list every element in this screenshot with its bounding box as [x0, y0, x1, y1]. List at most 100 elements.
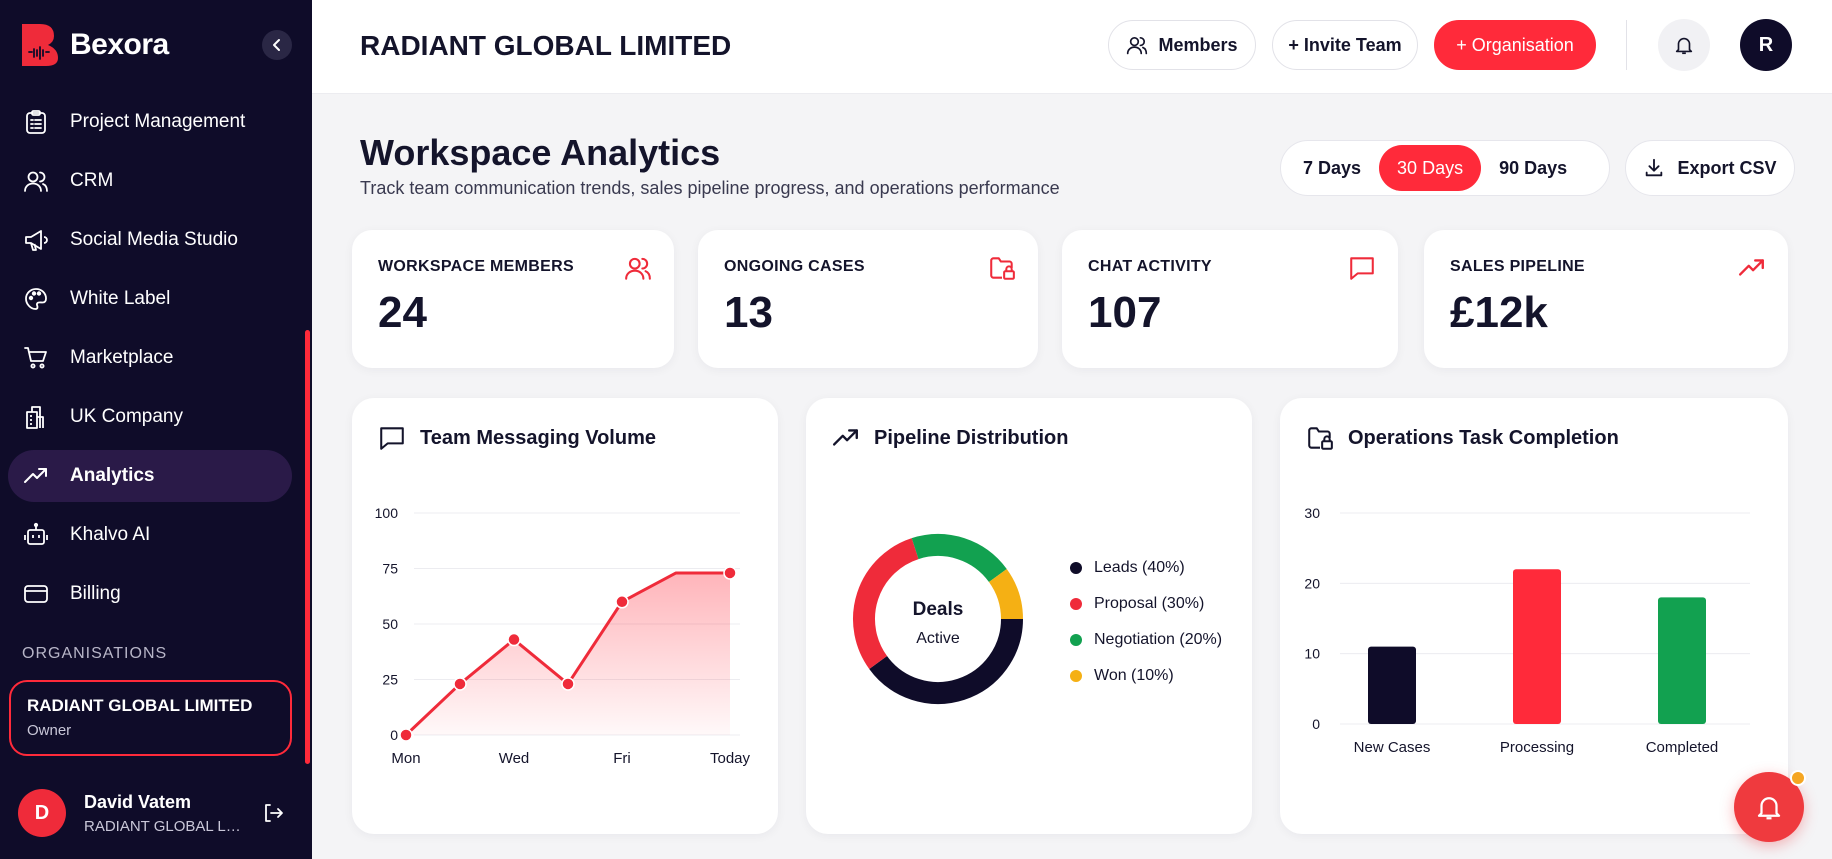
sidebar-scrollbar[interactable] [305, 330, 310, 764]
sidebar-item-label: Marketplace [70, 347, 174, 368]
chart-card-team-messaging-volume: 0 25 50 75 100 Mon Wed Fri Today Team Messaging … [352, 398, 778, 834]
message-icon [1350, 257, 1374, 280]
donut-slice [853, 538, 919, 669]
logout-icon [265, 804, 283, 822]
range-30-days-button[interactable]: 30 Days [1379, 145, 1482, 191]
users-icon [1127, 36, 1148, 55]
sidebar-item-white-label[interactable]: White Label [8, 273, 292, 325]
sidebar-item-label: Project Management [70, 111, 246, 132]
pipeline-legend: Leads (40%) Proposal (30%) Negotiation (… [1070, 550, 1222, 694]
legend-label: Proposal (30%) [1094, 595, 1205, 612]
sidebar-item-analytics[interactable]: Analytics [8, 450, 292, 502]
trending-up-icon [1738, 259, 1764, 276]
user-avatar[interactable]: D [18, 789, 66, 837]
export-csv-label: Export CSV [1677, 157, 1777, 178]
bar [1658, 597, 1706, 724]
y-tick-label: 25 [382, 672, 398, 688]
trending-up-icon [832, 429, 858, 446]
organisation-role: Owner [27, 722, 72, 739]
company-title: RADIANT GLOBAL LIMITED [360, 30, 732, 61]
add-organisation-button[interactable]: + Organisation [1434, 20, 1596, 70]
legend-label: Won (10%) [1094, 667, 1174, 684]
add-organisation-label: + Organisation [1456, 34, 1574, 55]
bar [1513, 569, 1561, 724]
sidebar-item-label: Analytics [70, 465, 155, 486]
stat-label: CHAT ACTIVITY [1088, 258, 1212, 275]
logout-button[interactable] [258, 798, 288, 828]
stat-label: WORKSPACE MEMBERS [378, 258, 574, 275]
legend-label: Leads (40%) [1094, 559, 1185, 576]
sidebar-item-project-management[interactable]: Project Management [8, 96, 292, 148]
chart-card-pipeline-distribution: Deals Active Pipeline Distribution Leads … [806, 398, 1252, 834]
stat-card-chat-activity: CHAT ACTIVITY 107 [1062, 230, 1398, 368]
x-tick-label: Mon [391, 750, 420, 767]
notification-dot [1790, 770, 1806, 786]
data-point [399, 728, 413, 742]
sidebar-item-khalvo-ai[interactable]: Khalvo AI [8, 509, 292, 561]
legend-label: Negotiation (20%) [1094, 631, 1223, 648]
brand[interactable]: Bexora [20, 22, 169, 68]
folder-lock-icon [990, 257, 1015, 280]
sidebar-item-label: White Label [70, 288, 171, 309]
legend-swatch [1070, 670, 1082, 682]
topbar-divider [1626, 20, 1627, 70]
data-point [723, 566, 737, 580]
sidebar-item-marketplace[interactable]: Marketplace [8, 332, 292, 384]
data-point [615, 595, 629, 609]
sidebar-item-crm[interactable]: CRM [8, 155, 292, 207]
export-csv-button[interactable]: Export CSV [1625, 140, 1795, 196]
sidebar-item-label: Khalvo AI [70, 524, 151, 545]
sidebar-item-billing[interactable]: Billing [8, 568, 292, 620]
sidebar-item-label: Billing [70, 583, 121, 604]
user-name: David Vatem [84, 791, 192, 812]
sidebar-nav: Project Management CRM Social Media Stud… [8, 96, 292, 627]
legend-item-won: Won (10%) [1070, 658, 1222, 694]
megaphone-icon [22, 226, 50, 254]
legend-item-negotiation: Negotiation (20%) [1070, 622, 1222, 658]
cart-icon [22, 344, 50, 372]
message-icon [380, 427, 404, 450]
invite-team-label: + Invite Team [1288, 34, 1402, 55]
stat-card-workspace-members: WORKSPACE MEMBERS 24 [352, 230, 674, 368]
folder-lock-icon [1308, 427, 1333, 450]
y-tick-label: 10 [1304, 646, 1320, 662]
legend-swatch [1070, 598, 1082, 610]
bell-icon [1675, 37, 1693, 55]
invite-team-button[interactable]: + Invite Team [1272, 20, 1418, 70]
sidebar-item-social-media-studio[interactable]: Social Media Studio [8, 214, 292, 266]
donut-center-title: Deals [913, 599, 964, 620]
legend-item-leads: Leads (40%) [1070, 550, 1222, 586]
donut-slice [869, 618, 1023, 704]
y-tick-label: 30 [1304, 505, 1320, 521]
collapse-sidebar-button[interactable] [262, 30, 292, 60]
x-tick-label: Today [710, 750, 751, 767]
clipboard-icon [22, 108, 50, 136]
sidebar-item-label: CRM [70, 170, 114, 191]
page-subtitle: Track team communication trends, sales p… [360, 178, 1060, 198]
y-tick-label: 20 [1304, 575, 1320, 591]
range-90-days-button[interactable]: 90 Days [1499, 157, 1568, 178]
brand-name: Bexora [70, 28, 169, 61]
range-7-days-button[interactable]: 7 Days [1303, 157, 1362, 178]
legend-item-proposal: Proposal (30%) [1070, 586, 1222, 622]
chevron-left-icon [273, 39, 280, 51]
data-point [561, 677, 575, 691]
chart-title: Team Messaging Volume [420, 426, 656, 449]
sidebar-item-uk-company[interactable]: UK Company [8, 391, 292, 443]
x-tick-label: Fri [613, 750, 631, 767]
profile-avatar-button[interactable]: R [1740, 19, 1792, 71]
robot-icon [22, 521, 50, 549]
stat-value: 24 [378, 288, 427, 337]
notifications-button[interactable] [1658, 19, 1710, 71]
bexora-logo [22, 24, 58, 66]
user-organisation: RADIANT GLOBAL LIMITED [84, 817, 244, 835]
floating-notifications-button[interactable] [1734, 770, 1806, 842]
stat-label: SALES PIPELINE [1450, 258, 1585, 275]
stat-value: 107 [1088, 288, 1162, 337]
organisation-card[interactable]: RADIANT GLOBAL LIMITED Owner [9, 680, 292, 756]
users-icon [625, 257, 651, 280]
y-tick-label: 75 [382, 561, 398, 577]
members-button[interactable]: Members [1108, 20, 1256, 70]
data-point [507, 632, 521, 647]
pipeline-distribution-chart: Deals Active [853, 534, 1023, 704]
